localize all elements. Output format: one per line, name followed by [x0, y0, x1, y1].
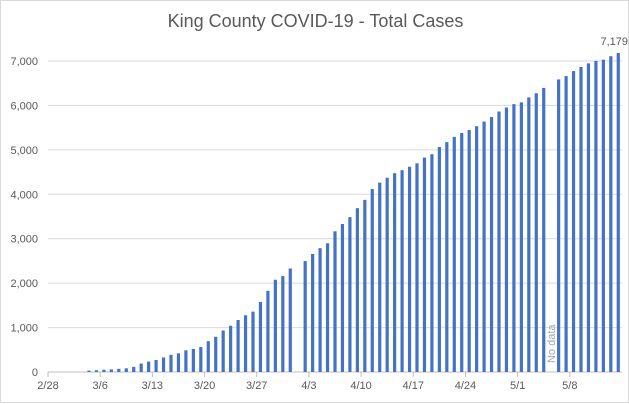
bar	[109, 369, 113, 372]
bar	[184, 350, 188, 372]
bar	[199, 347, 203, 372]
bar	[318, 248, 322, 372]
bar	[586, 63, 591, 373]
x-tick-label: 4/10	[350, 380, 371, 392]
bar	[437, 147, 441, 372]
bar	[557, 79, 561, 372]
bar	[594, 60, 598, 372]
bar	[221, 330, 225, 372]
x-tick-label: 4/24	[455, 380, 476, 392]
bar	[236, 320, 240, 372]
bar	[94, 370, 99, 372]
bar	[407, 166, 412, 372]
x-tick-label: 3/20	[194, 380, 215, 392]
x-tick-label: 4/17	[403, 380, 424, 392]
bar	[132, 366, 136, 372]
y-tick-label: 1,000	[10, 323, 38, 335]
x-tick-label: 3/27	[246, 380, 267, 392]
bar	[378, 182, 382, 372]
bar	[266, 290, 270, 372]
bar	[422, 157, 427, 372]
bar	[325, 243, 330, 372]
bar	[430, 154, 434, 372]
bar	[87, 370, 91, 372]
bar	[571, 71, 576, 372]
y-tick-label: 6,000	[10, 100, 38, 112]
y-tick-label: 3,000	[10, 234, 38, 246]
bar	[311, 253, 315, 372]
bar	[385, 177, 389, 372]
bar	[117, 368, 121, 372]
bar	[579, 66, 583, 372]
bar	[124, 368, 128, 372]
bar	[191, 348, 195, 372]
bar	[154, 360, 158, 372]
bar	[147, 361, 151, 372]
bar	[161, 357, 166, 372]
x-tick-label: 5/1	[510, 380, 525, 392]
bar	[169, 354, 173, 372]
bar	[609, 56, 613, 372]
bar	[616, 53, 620, 372]
bar	[206, 341, 210, 372]
data-label-last: 7,179	[601, 36, 629, 48]
bar	[504, 107, 509, 372]
bar	[258, 301, 263, 372]
no-data-annotation: No data	[546, 324, 558, 363]
bar	[400, 170, 404, 372]
bar	[482, 121, 486, 372]
bar	[497, 111, 501, 372]
bar	[176, 353, 181, 372]
bar	[542, 87, 546, 373]
bar	[527, 97, 531, 373]
bar	[445, 142, 449, 372]
bar	[303, 261, 307, 372]
bar	[102, 369, 106, 372]
x-tick-label: 3/6	[93, 380, 108, 392]
bar	[229, 325, 233, 372]
y-tick-label: 5,000	[10, 145, 38, 157]
y-tick-label: 2,000	[10, 278, 38, 290]
x-tick-label: 3/13	[142, 380, 163, 392]
bar	[333, 231, 337, 372]
bar	[340, 224, 345, 372]
bar	[348, 217, 352, 372]
bar	[355, 208, 359, 372]
x-tick-label: 5/8	[562, 380, 577, 392]
bar	[489, 117, 494, 372]
bar	[288, 268, 292, 372]
bar	[251, 311, 255, 372]
bar	[363, 199, 367, 372]
bar	[139, 363, 143, 372]
bar	[467, 129, 471, 372]
chart-title: King County COVID-19 - Total Cases	[167, 11, 464, 31]
y-tick-label: 0	[32, 367, 38, 379]
y-tick-label: 4,000	[10, 189, 38, 201]
x-tick-label: 4/3	[301, 380, 316, 392]
bar	[415, 163, 419, 372]
y-tick-label: 7,000	[10, 56, 38, 68]
bar	[519, 102, 523, 372]
bar	[273, 279, 277, 372]
bar	[214, 336, 218, 372]
bar	[534, 93, 538, 372]
bar	[475, 126, 479, 372]
bar	[460, 133, 464, 372]
bar	[512, 104, 516, 373]
bar	[393, 173, 397, 372]
bar	[243, 315, 248, 372]
bar	[601, 59, 605, 372]
bar	[281, 276, 285, 372]
bar	[370, 189, 374, 372]
bar	[564, 76, 568, 372]
x-tick-label: 2/28	[37, 380, 58, 392]
bar	[452, 136, 456, 372]
